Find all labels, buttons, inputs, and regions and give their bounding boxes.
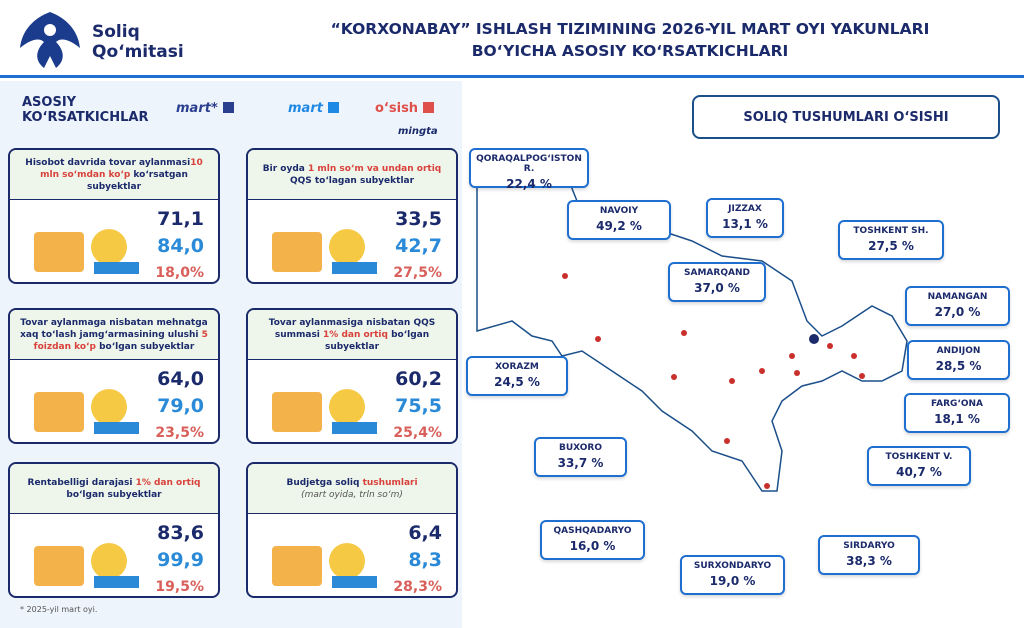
page-title: “KORXONABAY” ISHLASH TIZIMINING 2026-YIL… bbox=[330, 20, 930, 60]
section-title: ASOSIY KO‘RSATKICHLAR bbox=[22, 95, 149, 125]
card-title: Hisobot davrida tovar aylanmasi10 mln so… bbox=[10, 150, 218, 200]
region-dots bbox=[562, 273, 913, 489]
value-prev: 33,5 bbox=[395, 208, 442, 230]
indicator-card: Tovar aylanmasiga nisbatan QQS summasi 1… bbox=[246, 308, 458, 444]
region-label[interactable]: BUXORO 33,7 % bbox=[534, 437, 627, 477]
header bbox=[0, 0, 1024, 78]
indicator-card: Rentabelligi darajasi 1% dan ortiq bo‘lg… bbox=[8, 462, 220, 598]
card-illustration bbox=[272, 389, 377, 434]
value-growth: 28,3% bbox=[393, 579, 442, 595]
value-prev: 6,4 bbox=[408, 522, 442, 544]
value-prev: 71,1 bbox=[157, 208, 204, 230]
region-label[interactable]: NAVOIY 49,2 % bbox=[567, 200, 671, 240]
value-current: 79,0 bbox=[157, 395, 204, 417]
value-growth: 25,4% bbox=[393, 425, 442, 441]
region-label[interactable]: TOSHKENT SH. 27,5 % bbox=[838, 220, 944, 260]
card-title: Bir oyda 1 mln so‘m va undan ortiq QQS t… bbox=[248, 150, 456, 200]
value-prev: 83,6 bbox=[157, 522, 204, 544]
legend-prev: mart* bbox=[176, 101, 234, 116]
card-title: Rentabelligi darajasi 1% dan ortiq bo‘lg… bbox=[10, 464, 218, 514]
region-label[interactable]: QASHQADARYO 16,0 % bbox=[540, 520, 645, 560]
logo-eagle-icon bbox=[20, 12, 80, 68]
region-label[interactable]: JIZZAX 13,1 % bbox=[706, 198, 784, 238]
card-title: Tovar aylanmasiga nisbatan QQS summasi 1… bbox=[248, 310, 456, 360]
value-prev: 64,0 bbox=[157, 368, 204, 390]
value-current: 75,5 bbox=[395, 395, 442, 417]
value-growth: 27,5% bbox=[393, 265, 442, 281]
footnote: * 2025-yil mart oyi. bbox=[20, 605, 98, 614]
uzbekistan-map bbox=[476, 175, 913, 492]
value-current: 42,7 bbox=[395, 235, 442, 257]
card-title: Budjetga soliq tushumlari (mart oyida, tr… bbox=[248, 464, 456, 514]
region-label[interactable]: NAMANGAN 27,0 % bbox=[905, 286, 1010, 326]
indicator-card: Hisobot davrida tovar aylanmasi10 mln so… bbox=[8, 148, 220, 284]
region-label[interactable]: FARG‘ONA 18,1 % bbox=[904, 393, 1010, 433]
legend-growth: o‘sish bbox=[375, 101, 435, 116]
card-title: Tovar aylanmaga nisbatan mehnatga xaq to… bbox=[10, 310, 218, 360]
region-label[interactable]: SURXONDARYO 19,0 % bbox=[680, 555, 785, 595]
region-label[interactable]: ANDIJON 28,5 % bbox=[907, 340, 1010, 380]
region-label[interactable]: QORAQALPOG‘ISTON R. 22,4 % bbox=[469, 148, 589, 191]
value-growth: 19,5% bbox=[155, 579, 204, 595]
card-illustration bbox=[272, 543, 377, 588]
map-title: SOLIQ TUSHUMLARI O‘SISHI bbox=[692, 95, 1000, 139]
legend-current: mart bbox=[288, 101, 339, 116]
indicator-card: Bir oyda 1 mln so‘m va undan ortiq QQS t… bbox=[246, 148, 458, 284]
value-growth: 18,0% bbox=[155, 265, 204, 281]
unit-label: mingta bbox=[398, 126, 438, 137]
indicator-card: Tovar aylanmaga nisbatan mehnatga xaq to… bbox=[8, 308, 220, 444]
card-illustration bbox=[272, 229, 377, 274]
value-prev: 60,2 bbox=[395, 368, 442, 390]
region-label[interactable]: SIRDARYO 38,3 % bbox=[818, 535, 920, 575]
card-illustration bbox=[34, 389, 139, 434]
value-current: 8,3 bbox=[408, 549, 442, 571]
card-illustration bbox=[34, 543, 139, 588]
value-growth: 23,5% bbox=[155, 425, 204, 441]
indicator-card: Budjetga soliq tushumlari (mart oyida, tr… bbox=[246, 462, 458, 598]
region-label[interactable]: TOSHKENT V. 40,7 % bbox=[867, 446, 971, 486]
value-current: 99,9 bbox=[157, 549, 204, 571]
card-illustration bbox=[34, 229, 139, 274]
value-current: 84,0 bbox=[157, 235, 204, 257]
region-label[interactable]: SAMARQAND 37,0 % bbox=[668, 262, 766, 302]
logo-text: Soliq Qo‘mitasi bbox=[92, 22, 184, 62]
region-label[interactable]: XORAZM 24,5 % bbox=[466, 356, 568, 396]
